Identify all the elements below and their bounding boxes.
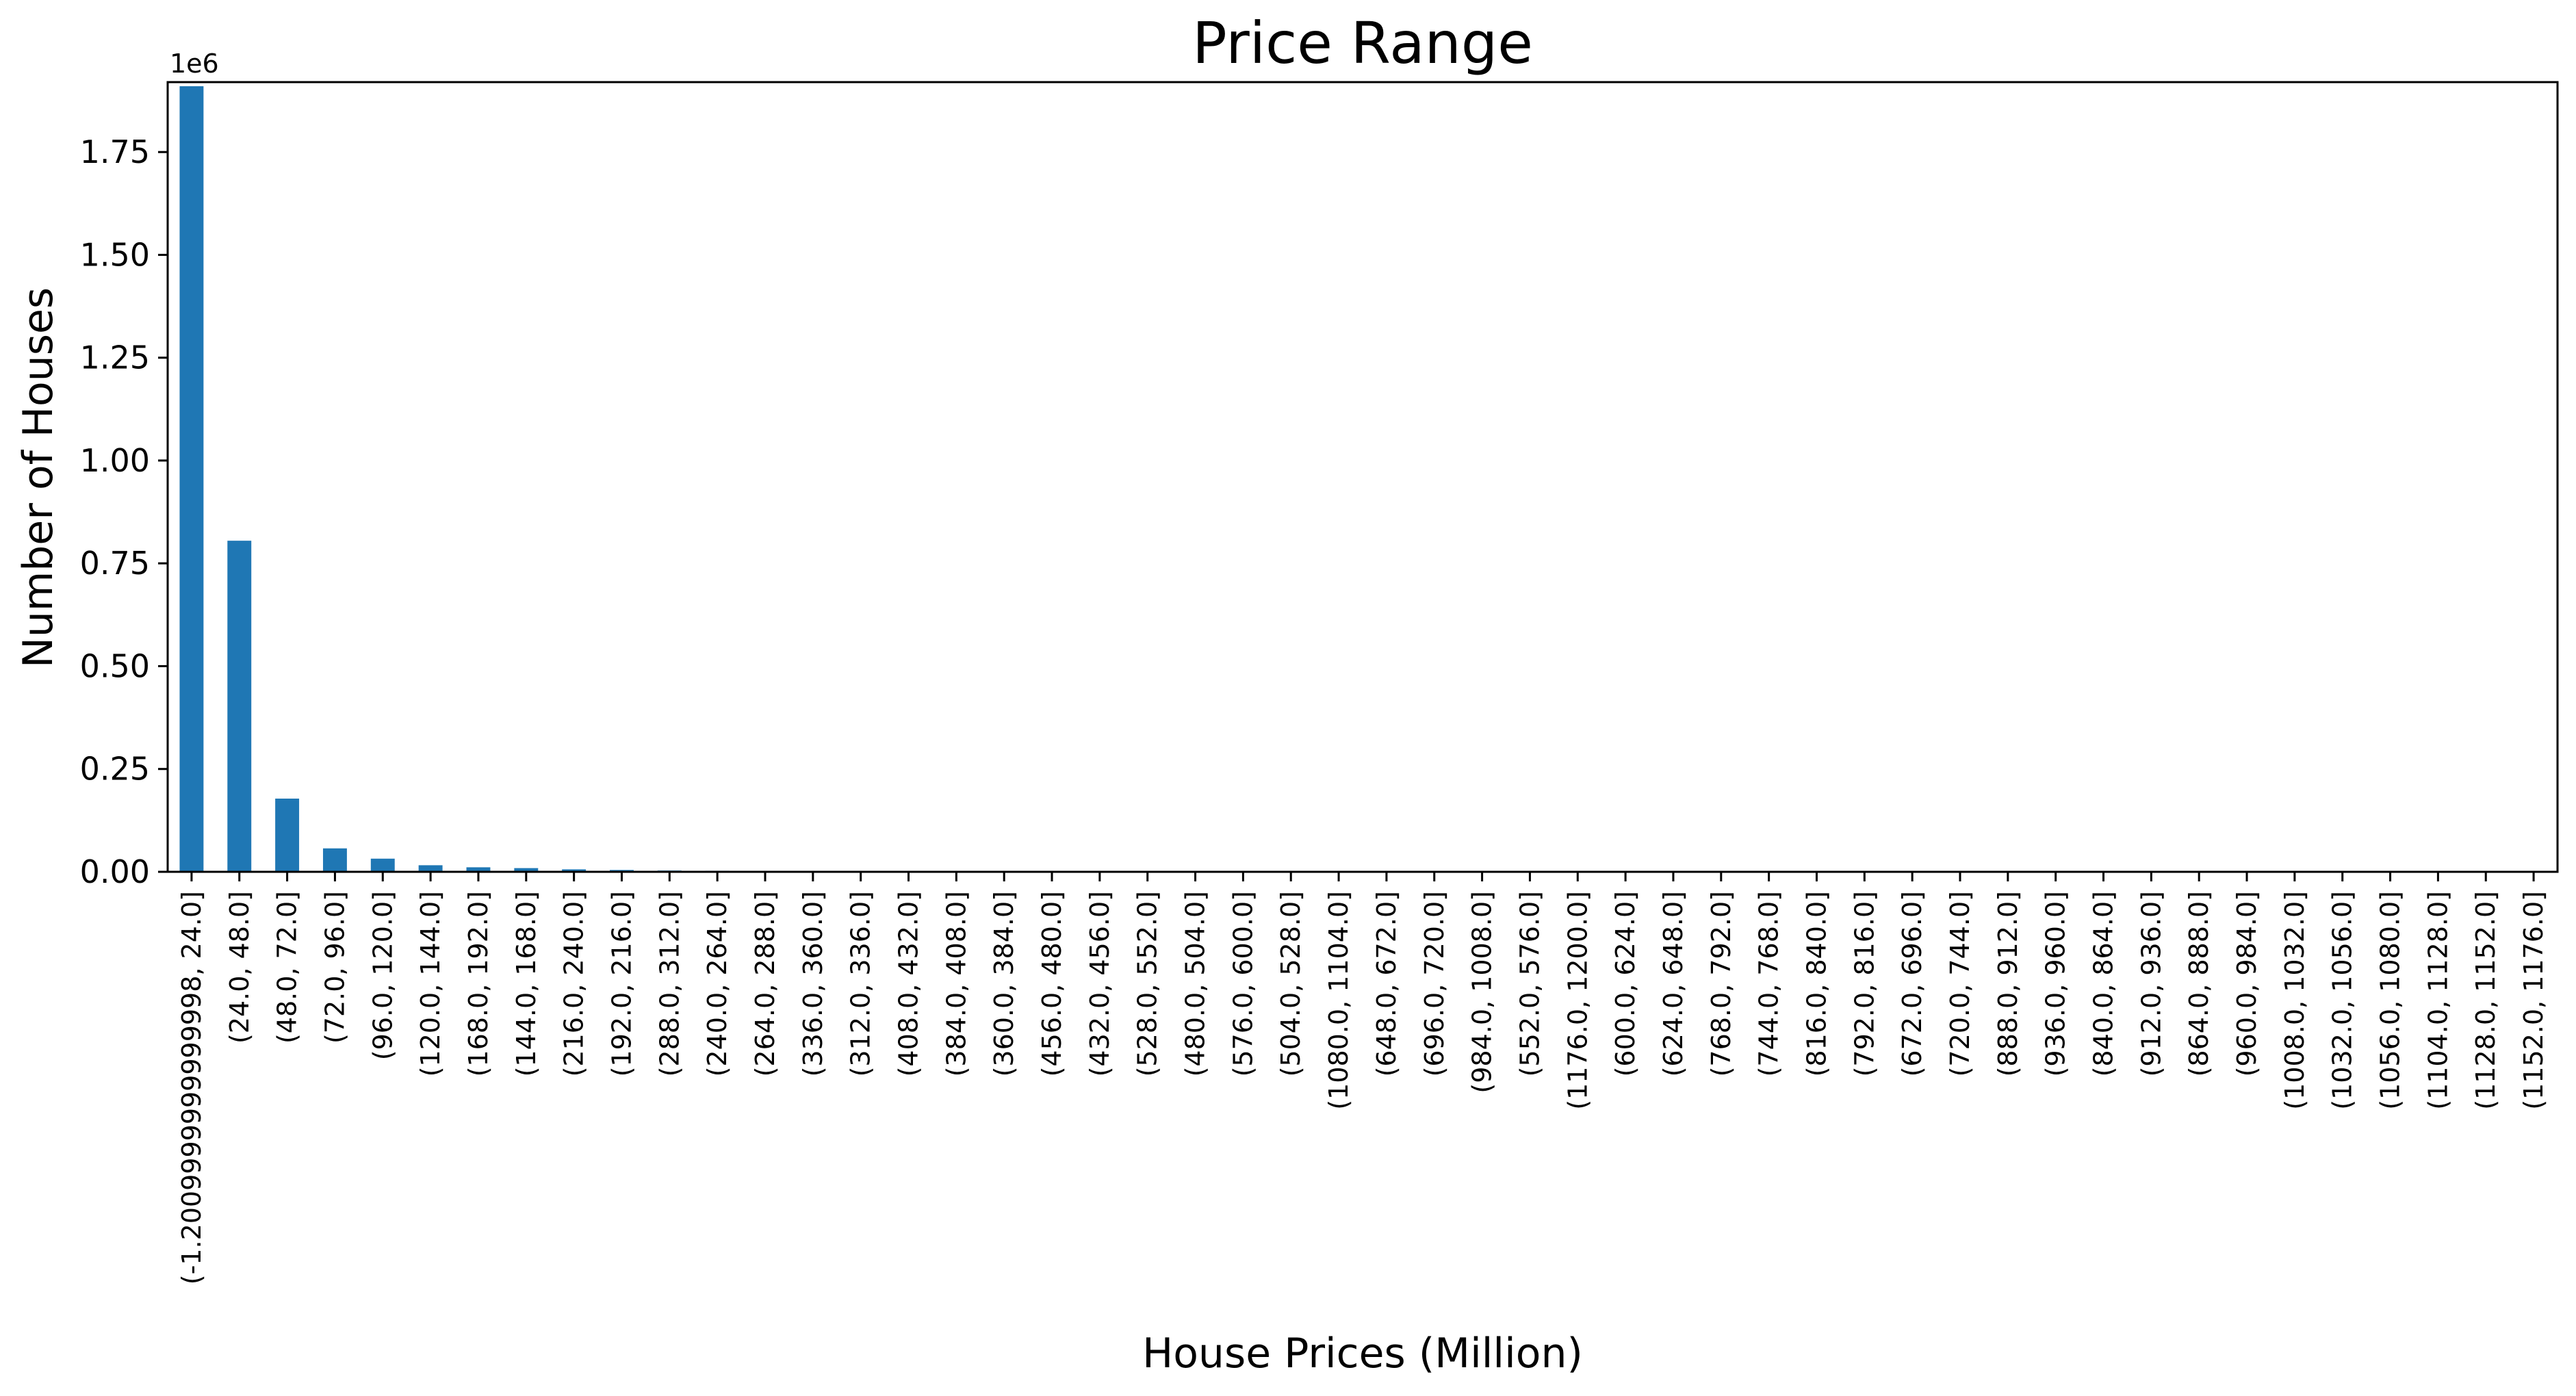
x-tick-label: (720.0, 744.0] xyxy=(1945,891,1975,1076)
x-tick-label: (936.0, 960.0] xyxy=(2041,891,2071,1076)
bar xyxy=(179,86,204,872)
x-tick-label: (960.0, 984.0] xyxy=(2232,891,2262,1076)
x-tick-label: (792.0, 816.0] xyxy=(1849,891,1879,1076)
x-tick-label: (408.0, 432.0] xyxy=(894,891,924,1076)
x-tick-label: (240.0, 264.0] xyxy=(702,891,732,1076)
x-tick-label: (816.0, 840.0] xyxy=(1801,891,1831,1076)
x-tick-label: (1128.0, 1152.0] xyxy=(2471,891,2501,1110)
x-tick-label: (984.0, 1008.0] xyxy=(1467,891,1497,1094)
bar xyxy=(562,869,587,872)
bar xyxy=(466,867,491,872)
chart-title: Price Range xyxy=(1192,10,1533,77)
x-tick-label: (648.0, 672.0] xyxy=(1371,891,1402,1076)
x-tick-label: (24.0, 48.0] xyxy=(224,891,255,1044)
x-tick-label: (624.0, 648.0] xyxy=(1658,891,1688,1076)
x-tick-label: (144.0, 168.0] xyxy=(511,891,541,1076)
bar xyxy=(275,799,300,872)
x-tick-label: (1056.0, 1080.0] xyxy=(2375,891,2406,1110)
y-tick-label: 0.75 xyxy=(80,545,150,582)
x-tick-label: (1104.0, 1128.0] xyxy=(2423,891,2453,1110)
x-tick-label: (264.0, 288.0] xyxy=(750,891,780,1076)
x-tick-label: (480.0, 504.0] xyxy=(1181,891,1211,1076)
y-tick-label: 1.25 xyxy=(80,339,150,376)
y-tick-label: 0.00 xyxy=(80,853,150,890)
y-tick-label: 1.00 xyxy=(80,442,150,479)
x-tick-label: (528.0, 552.0] xyxy=(1133,891,1163,1076)
x-tick-label: (336.0, 360.0] xyxy=(798,891,828,1076)
y-tick-label: 0.50 xyxy=(80,647,150,684)
x-tick-label: (432.0, 456.0] xyxy=(1085,891,1115,1076)
x-tick-label: (216.0, 240.0] xyxy=(559,891,589,1076)
bar xyxy=(322,848,347,872)
y-axis-offset-label: 1e6 xyxy=(170,49,219,79)
bar xyxy=(227,541,252,872)
x-tick-label: (72.0, 96.0] xyxy=(320,891,350,1044)
x-axis: (-1.2009999999999998, 24.0] (24.0, 48.0] (… xyxy=(177,872,2549,1284)
y-tick-label: 1.50 xyxy=(80,236,150,273)
x-tick-label: (1152.0, 1176.0] xyxy=(2519,891,2549,1110)
x-tick-label: (192.0, 216.0] xyxy=(606,891,636,1076)
bar xyxy=(370,858,395,872)
x-tick-label: (552.0, 576.0] xyxy=(1515,891,1545,1076)
x-tick-label: (840.0, 864.0] xyxy=(2089,891,2119,1076)
x-tick-label: (576.0, 600.0] xyxy=(1228,891,1258,1076)
x-tick-label: (384.0, 408.0] xyxy=(941,891,971,1076)
plot-frame xyxy=(166,81,2559,873)
x-tick-label: (696.0, 720.0] xyxy=(1419,891,1450,1076)
x-tick-label: (888.0, 912.0] xyxy=(1993,891,2023,1076)
x-tick-label: (912.0, 936.0] xyxy=(2136,891,2166,1076)
x-tick-label: (1032.0, 1056.0] xyxy=(2328,891,2358,1110)
x-tick-label: (1008.0, 1032.0] xyxy=(2280,891,2310,1110)
x-tick-label: (-1.2009999999999998, 24.0] xyxy=(177,891,207,1284)
x-tick-label: (864.0, 888.0] xyxy=(2184,891,2214,1076)
y-axis-title: Number of Houses xyxy=(14,287,62,668)
y-axis: 0.00 0.25 0.50 0.75 1.00 1.25 1.50 1.75 xyxy=(80,133,168,890)
x-tick-label: (1080.0, 1104.0] xyxy=(1324,891,1354,1110)
y-tick-label: 1.75 xyxy=(80,133,150,170)
bar xyxy=(514,868,539,872)
x-tick-label: (600.0, 624.0] xyxy=(1610,891,1640,1076)
x-tick-label: (768.0, 792.0] xyxy=(1706,891,1736,1076)
x-tick-label: (120.0, 144.0] xyxy=(415,891,446,1076)
bar xyxy=(418,865,443,872)
x-tick-label: (96.0, 120.0] xyxy=(368,891,398,1060)
x-tick-label: (48.0, 72.0] xyxy=(272,891,302,1044)
x-tick-label: (288.0, 312.0] xyxy=(654,891,684,1076)
bars xyxy=(179,86,2546,872)
x-tick-label: (1176.0, 1200.0] xyxy=(1562,891,1593,1110)
x-tick-label: (504.0, 528.0] xyxy=(1276,891,1306,1076)
x-tick-label: (456.0, 480.0] xyxy=(1037,891,1067,1076)
x-tick-label: (672.0, 696.0] xyxy=(1897,891,1927,1076)
x-tick-label: (312.0, 336.0] xyxy=(846,891,876,1076)
x-axis-title: House Prices (Million) xyxy=(1142,1330,1583,1378)
x-tick-label: (168.0, 192.0] xyxy=(463,891,493,1076)
x-tick-label: (744.0, 768.0] xyxy=(1754,891,1784,1076)
y-tick-label: 0.25 xyxy=(80,751,150,788)
x-tick-label: (360.0, 384.0] xyxy=(989,891,1019,1076)
